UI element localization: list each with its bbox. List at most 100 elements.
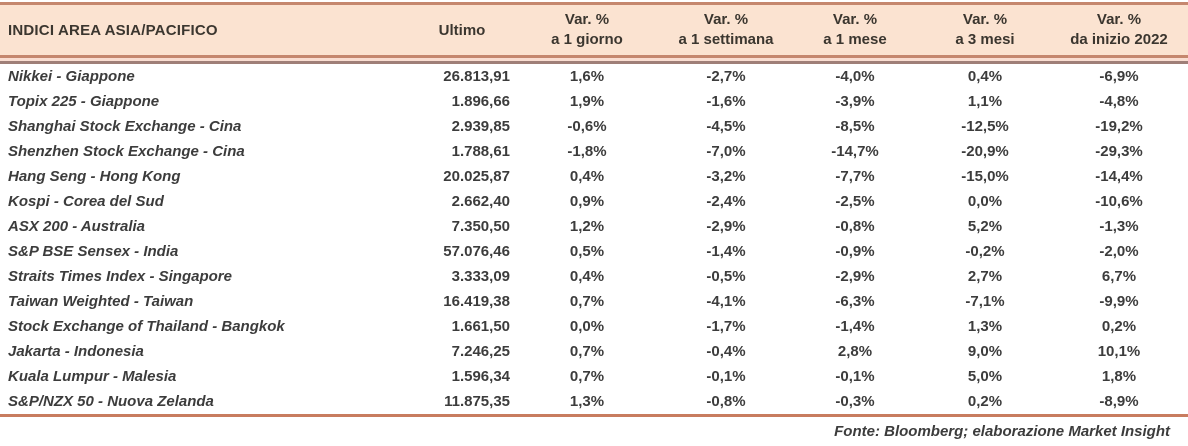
- table-top-border: [0, 2, 1188, 5]
- table-row: Kuala Lumpur - Malesia 1.596,34 0,7% -0,…: [0, 364, 1188, 389]
- var-ytd2022-cell: -1,3%: [1099, 218, 1139, 235]
- header-divider-outer: [0, 55, 1188, 58]
- table-row: Jakarta - Indonesia 7.246,25 0,7% -0,4% …: [0, 339, 1188, 364]
- table-row: Shenzhen Stock Exchange - Cina 1.788,61 …: [0, 139, 1188, 164]
- ultimo-value-cell: 1.596,34: [451, 368, 510, 385]
- ultimo-value-cell: 1.661,50: [451, 318, 510, 335]
- var-1month-cell: -14,7%: [831, 143, 879, 160]
- col-header-var-line2: a 1 mese: [823, 31, 887, 48]
- table-row: Taiwan Weighted - Taiwan 16.419,38 0,7% …: [0, 289, 1188, 314]
- ultimo-value-cell: 7.350,50: [451, 218, 510, 235]
- col-header-var-line2: a 1 giorno: [551, 31, 623, 48]
- var-1day-cell: 0,4%: [569, 168, 605, 185]
- var-3months-cell: -0,2%: [965, 243, 1005, 260]
- ultimo-value-cell: 57.076,46: [443, 243, 510, 260]
- var-ytd2022-cell: 0,2%: [1101, 318, 1137, 335]
- var-1day-cell: -1,8%: [567, 143, 607, 160]
- var-1day-cell: 1,9%: [569, 93, 605, 110]
- var-3months-cell: 5,0%: [967, 368, 1003, 385]
- ultimo-value-cell: 26.813,91: [443, 68, 510, 85]
- var-1day-cell: 0,7%: [569, 343, 605, 360]
- col-header-var-line1: Var. %: [703, 11, 749, 28]
- var-1day-cell: -0,6%: [567, 118, 607, 135]
- var-1month-cell: -0,3%: [835, 393, 875, 410]
- var-1month-cell: -7,7%: [835, 168, 875, 185]
- col-header-var-line1: Var. %: [564, 11, 610, 28]
- index-name-cell: Nikkei - Giappone: [8, 68, 135, 85]
- index-name-cell: Kuala Lumpur - Malesia: [8, 368, 177, 385]
- var-1day-cell: 0,4%: [569, 268, 605, 285]
- table-bottom-border: [0, 414, 1188, 417]
- var-1week-cell: -2,4%: [706, 193, 746, 210]
- var-ytd2022-cell: -10,6%: [1095, 193, 1143, 210]
- col-header-ultimo: Ultimo: [438, 21, 486, 39]
- index-name-cell: Straits Times Index - Singapore: [8, 268, 232, 285]
- var-1week-cell: -7,0%: [706, 143, 746, 160]
- table-row: ASX 200 - Australia 7.350,50 1,2% -2,9% …: [0, 214, 1188, 239]
- col-header-var-line1: Var. %: [1096, 11, 1142, 28]
- var-3months-cell: -7,1%: [965, 293, 1005, 310]
- var-3months-cell: 5,2%: [967, 218, 1003, 235]
- col-header-var: Var. % da inizio 2022: [1050, 5, 1188, 55]
- var-ytd2022-cell: 1,8%: [1101, 368, 1137, 385]
- var-1week-cell: -0,4%: [706, 343, 746, 360]
- var-1day-cell: 1,3%: [569, 393, 605, 410]
- var-1week-cell: -4,5%: [706, 118, 746, 135]
- col-header-var: Var. % a 1 settimana: [662, 5, 790, 55]
- var-1week-cell: -0,5%: [706, 268, 746, 285]
- var-1week-cell: -2,7%: [706, 68, 746, 85]
- table-row: S&P/NZX 50 - Nuova Zelanda 11.875,35 1,3…: [0, 389, 1188, 414]
- table-row: Topix 225 - Giappone 1.896,66 1,9% -1,6%…: [0, 89, 1188, 114]
- var-3months-cell: 0,2%: [967, 393, 1003, 410]
- var-ytd2022-cell: -14,4%: [1095, 168, 1143, 185]
- var-3months-cell: 1,3%: [967, 318, 1003, 335]
- var-ytd2022-cell: -9,9%: [1099, 293, 1139, 310]
- index-name-cell: Jakarta - Indonesia: [8, 343, 144, 360]
- var-1month-cell: -1,4%: [835, 318, 875, 335]
- var-ytd2022-cell: -29,3%: [1095, 143, 1143, 160]
- index-name-cell: ASX 200 - Australia: [8, 218, 145, 235]
- index-name-cell: Kospi - Corea del Sud: [8, 193, 164, 210]
- var-1month-cell: -2,5%: [835, 193, 875, 210]
- var-ytd2022-cell: 6,7%: [1101, 268, 1137, 285]
- header-divider-gap: [0, 58, 1188, 61]
- var-3months-cell: 2,7%: [967, 268, 1003, 285]
- index-name-cell: Shanghai Stock Exchange - Cina: [8, 118, 242, 135]
- table-header-row: INDICI AREA ASIA/PACIFICO Ultimo Var. % …: [0, 5, 1188, 55]
- table-row: S&P BSE Sensex - India 57.076,46 0,5% -1…: [0, 239, 1188, 264]
- index-name-cell: Stock Exchange of Thailand - Bangkok: [8, 318, 285, 335]
- var-1month-cell: -6,3%: [835, 293, 875, 310]
- var-ytd2022-cell: -6,9%: [1099, 68, 1139, 85]
- var-1month-cell: -0,9%: [835, 243, 875, 260]
- var-1month-cell: -2,9%: [835, 268, 875, 285]
- col-header-var-line2: da inizio 2022: [1070, 31, 1168, 48]
- index-name-cell: Hang Seng - Hong Kong: [8, 168, 181, 185]
- var-3months-cell: 0,4%: [967, 68, 1003, 85]
- ultimo-value-cell: 20.025,87: [443, 168, 510, 185]
- var-1day-cell: 0,0%: [569, 318, 605, 335]
- ultimo-value-cell: 1.788,61: [451, 143, 510, 160]
- table-row: Shanghai Stock Exchange - Cina 2.939,85 …: [0, 114, 1188, 139]
- var-1week-cell: -1,4%: [706, 243, 746, 260]
- ultimo-value-cell: 3.333,09: [451, 268, 510, 285]
- col-header-var: Var. % a 3 mesi: [920, 5, 1050, 55]
- source-note: Fonte: Bloomberg; elaborazione Market In…: [834, 423, 1170, 440]
- var-1day-cell: 0,7%: [569, 368, 605, 385]
- var-1week-cell: -0,1%: [706, 368, 746, 385]
- var-1week-cell: -1,7%: [706, 318, 746, 335]
- col-header-var: Var. % a 1 mese: [790, 5, 920, 55]
- index-name-cell: S&P BSE Sensex - India: [8, 243, 179, 260]
- table-row: Kospi - Corea del Sud 2.662,40 0,9% -2,4…: [0, 189, 1188, 214]
- var-1day-cell: 1,6%: [569, 68, 605, 85]
- table-row: Straits Times Index - Singapore 3.333,09…: [0, 264, 1188, 289]
- var-ytd2022-cell: 10,1%: [1097, 343, 1141, 360]
- ultimo-value-cell: 7.246,25: [451, 343, 510, 360]
- index-name-cell: Shenzhen Stock Exchange - Cina: [8, 143, 245, 160]
- var-3months-cell: -20,9%: [961, 143, 1009, 160]
- var-ytd2022-cell: -8,9%: [1099, 393, 1139, 410]
- var-3months-cell: -15,0%: [961, 168, 1009, 185]
- var-1week-cell: -4,1%: [706, 293, 746, 310]
- var-1day-cell: 0,7%: [569, 293, 605, 310]
- var-1month-cell: -0,8%: [835, 218, 875, 235]
